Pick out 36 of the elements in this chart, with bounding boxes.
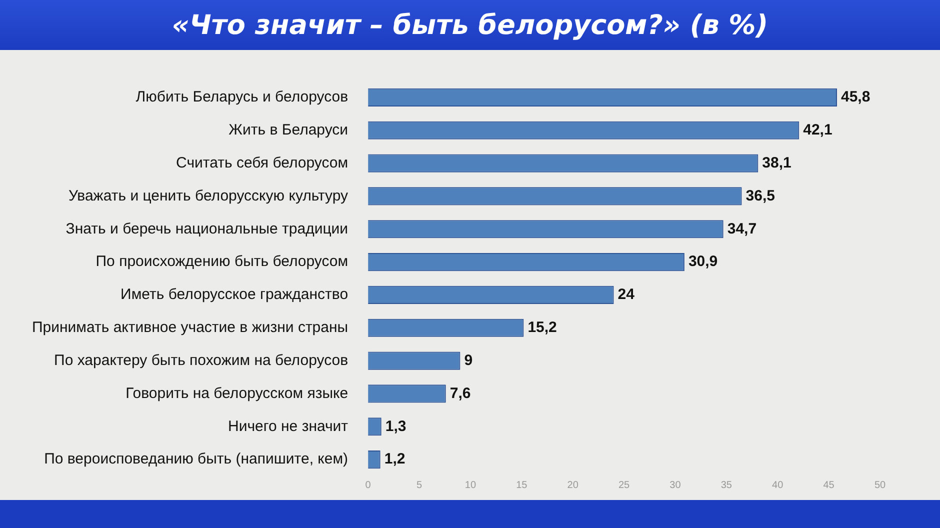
data-label: 9: [464, 352, 473, 369]
data-label: 1,2: [384, 450, 406, 468]
data-label: 45,8: [840, 88, 870, 106]
y-tick-label: Иметь белорусское гражданство: [120, 286, 348, 304]
data-label: 15,2: [528, 319, 557, 336]
data-label: 1,3: [385, 418, 406, 435]
data-label: 42,1: [803, 122, 832, 139]
data-label: 38,1: [762, 154, 792, 172]
y-tick-label: Уважать и ценить белорусскую культуру: [68, 187, 349, 204]
data-label: 34,7: [727, 220, 757, 238]
y-tick-label: По происхождению быть белорусом: [96, 253, 348, 270]
x-tick-label: 0: [365, 480, 372, 491]
chart-title: «Что значит – быть белорусом?» (в %): [0, 0, 940, 50]
y-tick-label: Любить Беларусь и белорусов: [136, 88, 348, 106]
x-tick-label: 45: [823, 480, 835, 491]
data-label: 24: [618, 286, 636, 304]
data-label: 7,6: [450, 384, 471, 402]
x-tick-label: 50: [874, 480, 886, 491]
y-tick-label: Говорить на белорусском языке: [126, 384, 348, 402]
x-tick-label: 20: [567, 480, 579, 491]
x-tick-label: 15: [516, 480, 528, 491]
y-tick-label: Считать себя белорусом: [176, 154, 348, 172]
y-tick-label: Принимать активное участие в жизни страны: [32, 319, 348, 336]
y-tick-label: По характеру быть похожим на белорусов: [54, 352, 348, 369]
x-tick-label: 25: [618, 480, 630, 491]
data-label: 36,5: [746, 187, 775, 204]
x-tick-label: 35: [720, 480, 732, 491]
x-tick-label: 5: [416, 480, 422, 491]
x-tick-label: 30: [670, 480, 682, 491]
x-tick-label: 40: [772, 480, 784, 491]
y-tick-label: Жить в Беларуси: [228, 122, 348, 139]
data-label: 30,9: [688, 253, 718, 270]
x-tick-label: 10: [464, 480, 476, 491]
y-tick-label: По вероисповеданию быть (напишите, кем): [44, 450, 348, 468]
y-tick-label: Ничего не значит: [228, 418, 348, 435]
y-tick-label: Знать и беречь национальные традиции: [66, 220, 348, 238]
